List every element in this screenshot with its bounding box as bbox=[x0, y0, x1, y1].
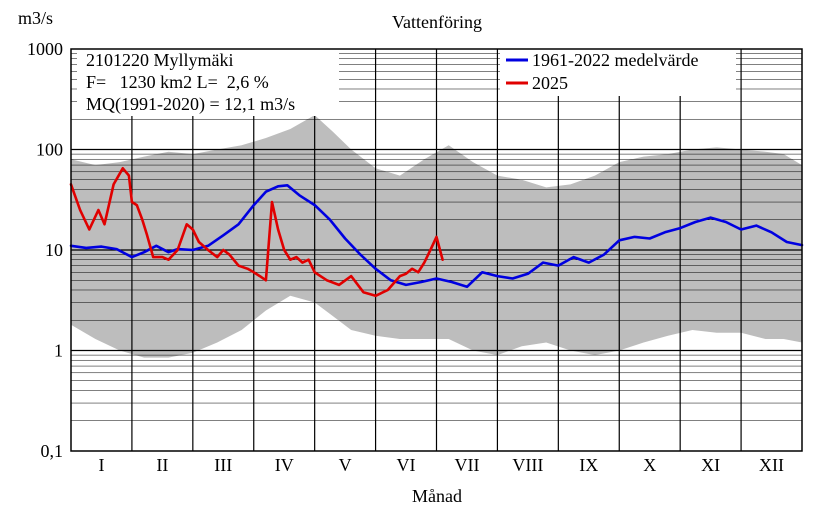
legend-label-mean: 1961-2022 medelvärde bbox=[532, 50, 698, 70]
station-name: 2101220 Myllymäki bbox=[86, 50, 234, 70]
y-tick-label: 1 bbox=[54, 341, 63, 361]
y-axis-label: m3/s bbox=[18, 8, 53, 28]
month-label: II bbox=[156, 455, 168, 475]
month-label: III bbox=[214, 455, 232, 475]
legend: 1961-2022 medelvärde 2025 bbox=[500, 44, 736, 96]
y-tick-label: 0,1 bbox=[41, 441, 64, 461]
info-box-background bbox=[77, 44, 339, 116]
catchment-info: F= 1230 km2 L= 2,6 % bbox=[86, 72, 269, 92]
month-label: VIII bbox=[512, 455, 543, 475]
month-label: VII bbox=[454, 455, 479, 475]
month-label: V bbox=[339, 455, 352, 475]
y-tick-label: 1000 bbox=[27, 39, 63, 59]
y-tick-label: 100 bbox=[36, 140, 63, 160]
month-label: IX bbox=[579, 455, 598, 475]
mean-flow-info: MQ(1991-2020) = 12,1 m3/s bbox=[86, 94, 295, 115]
month-label: XI bbox=[701, 455, 720, 475]
month-label: VI bbox=[397, 455, 416, 475]
legend-label-current: 2025 bbox=[532, 73, 568, 93]
current-year-line bbox=[69, 167, 444, 298]
info-box: 2101220 Myllymäki F= 1230 km2 L= 2,6 % M… bbox=[77, 44, 339, 116]
plot-frame bbox=[70, 48, 803, 452]
mean-flow-line bbox=[69, 184, 804, 289]
legend-background bbox=[500, 44, 736, 96]
y-tick-labels: 1000 100 10 1 0,1 bbox=[27, 39, 63, 461]
month-label: XII bbox=[759, 455, 784, 475]
month-labels: I II III IV V VI VII VIII IX X XI XII bbox=[98, 455, 784, 475]
y-tick-label: 10 bbox=[45, 240, 63, 260]
x-axis-label: Månad bbox=[412, 486, 462, 506]
month-label: X bbox=[643, 455, 656, 475]
month-label: I bbox=[98, 455, 104, 475]
month-label: IV bbox=[275, 455, 294, 475]
series-layer bbox=[69, 167, 804, 298]
chart-title: Vattenföring bbox=[392, 12, 482, 32]
